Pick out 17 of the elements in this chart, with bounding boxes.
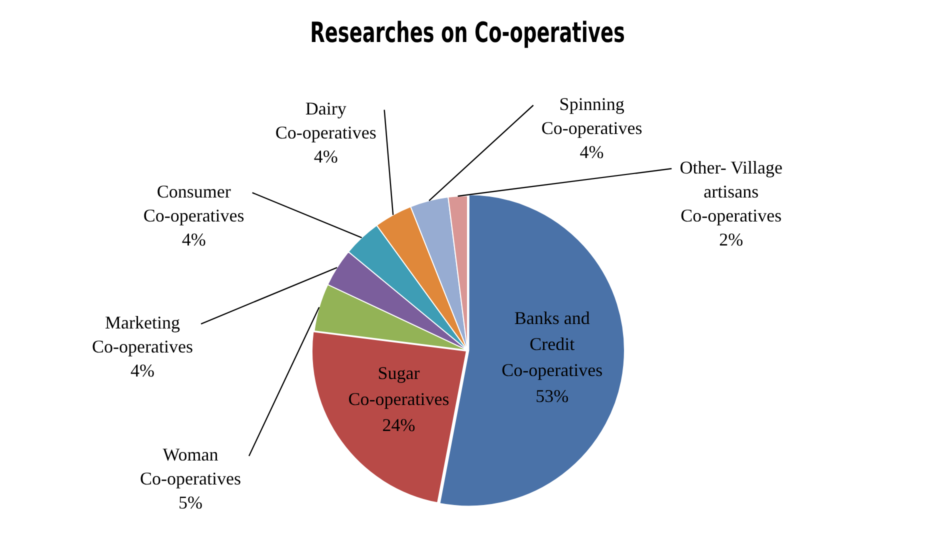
data-label: 4%: [580, 142, 604, 162]
slice-label: Other- Village artisans Co-operatives: [680, 157, 782, 226]
chart-title: Researches on Co-operatives: [310, 16, 625, 50]
slice-label: Sugar Co-operatives: [348, 362, 450, 409]
data-label: 4%: [130, 360, 155, 381]
data-label: 4%: [314, 146, 338, 167]
data-label: 53%: [536, 386, 569, 406]
slice-label: Spinning Co-operatives: [541, 94, 642, 138]
slice-label: Dairy Co-operatives: [275, 98, 376, 143]
slice-label: Consumer Co-operatives: [143, 181, 244, 226]
slice-label: Banks and Credit Co-operatives: [502, 308, 603, 380]
slice-label: Marketing Co-operatives: [92, 312, 194, 357]
data-label: 4%: [182, 229, 206, 250]
slice-label: Woman Co-operatives: [140, 444, 242, 489]
data-label: 2%: [719, 229, 744, 250]
data-label: 5%: [178, 492, 203, 513]
data-label: 24%: [382, 414, 416, 435]
